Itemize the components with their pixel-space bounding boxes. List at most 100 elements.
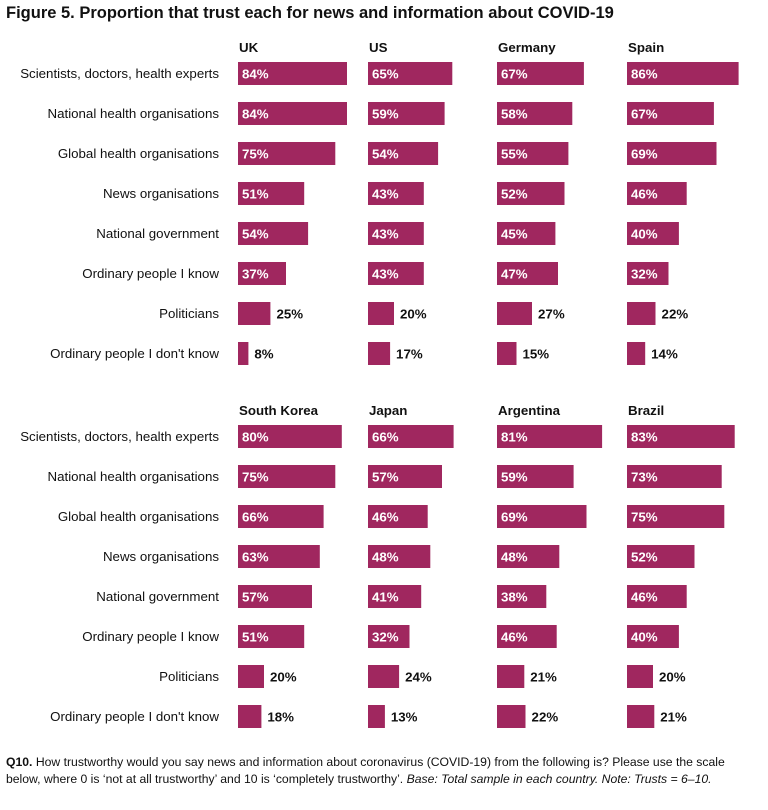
bar — [238, 222, 309, 245]
bar — [368, 665, 400, 688]
bar — [497, 262, 558, 285]
bar — [238, 142, 336, 165]
bar — [368, 505, 428, 528]
data-label: 18% — [267, 709, 294, 724]
data-label: 47% — [501, 266, 528, 281]
bar — [627, 342, 646, 365]
bar — [368, 222, 424, 245]
data-label: 58% — [501, 106, 528, 121]
bar — [238, 62, 347, 85]
data-label: 46% — [631, 589, 658, 604]
bar — [627, 545, 695, 568]
bar — [368, 142, 439, 165]
category-label: Ordinary people I don't know — [50, 346, 219, 361]
data-label: 75% — [242, 146, 269, 161]
data-label: 40% — [631, 226, 658, 241]
data-label: 46% — [631, 186, 658, 201]
bar — [368, 585, 422, 608]
bar — [497, 625, 557, 648]
data-label: 20% — [659, 669, 686, 684]
data-label: 54% — [372, 146, 399, 161]
bar — [497, 585, 547, 608]
category-label: Politicians — [159, 669, 219, 684]
bar — [497, 665, 525, 688]
bar — [368, 705, 385, 728]
data-label: 57% — [372, 469, 399, 484]
bar — [368, 302, 394, 325]
data-label: 27% — [538, 306, 565, 321]
bar — [368, 182, 424, 205]
bar — [497, 425, 603, 448]
data-label: 83% — [631, 429, 658, 444]
data-label: 84% — [242, 66, 269, 81]
bar — [627, 102, 714, 125]
bar — [238, 342, 249, 365]
bar — [497, 102, 573, 125]
data-label: 24% — [405, 669, 432, 684]
bar — [368, 465, 442, 488]
data-label: 51% — [242, 629, 269, 644]
data-label: 75% — [242, 469, 269, 484]
data-label: 81% — [501, 429, 528, 444]
country-header: Japan — [369, 403, 407, 418]
bar — [238, 545, 320, 568]
data-label: 20% — [400, 306, 427, 321]
bar — [627, 625, 679, 648]
data-label: 48% — [372, 549, 399, 564]
data-label: 38% — [501, 589, 528, 604]
bar — [238, 262, 286, 285]
data-label: 43% — [372, 266, 399, 281]
data-label: 86% — [631, 66, 658, 81]
bar — [368, 102, 445, 125]
bar — [497, 62, 584, 85]
data-label: 69% — [631, 146, 658, 161]
data-label: 43% — [372, 186, 399, 201]
data-label: 59% — [501, 469, 528, 484]
bar — [627, 142, 717, 165]
country-header: US — [369, 40, 388, 55]
footnote-label: Q10. — [6, 755, 33, 769]
data-label: 65% — [372, 66, 399, 81]
category-label: National government — [96, 589, 219, 604]
country-header: Argentina — [498, 403, 561, 418]
data-label: 48% — [501, 549, 528, 564]
data-label: 66% — [242, 509, 269, 524]
data-label: 52% — [501, 186, 528, 201]
category-label: National health organisations — [48, 106, 220, 121]
bar — [627, 62, 739, 85]
bar — [238, 182, 305, 205]
data-label: 8% — [254, 346, 273, 361]
bar — [238, 705, 262, 728]
bar — [627, 425, 735, 448]
bar — [627, 262, 669, 285]
data-label: 80% — [242, 429, 269, 444]
data-label: 40% — [631, 629, 658, 644]
trust-bar-chart: Scientists, doctors, health experts Natio… — [20, 40, 739, 728]
data-label: 46% — [501, 629, 528, 644]
data-label: 57% — [242, 589, 269, 604]
bar — [497, 142, 569, 165]
country-header: UK — [239, 40, 259, 55]
data-label: 22% — [532, 709, 559, 724]
data-label: 43% — [372, 226, 399, 241]
country-header: Brazil — [628, 403, 664, 418]
data-label: 75% — [631, 509, 658, 524]
bar — [627, 182, 687, 205]
bar — [627, 222, 679, 245]
data-label: 20% — [270, 669, 297, 684]
data-label: 63% — [242, 549, 269, 564]
category-label: Politicians — [159, 306, 219, 321]
bar — [497, 182, 565, 205]
bar — [368, 545, 431, 568]
category-label: Scientists, doctors, health experts — [20, 429, 219, 444]
data-label: 13% — [391, 709, 418, 724]
data-label: 46% — [372, 509, 399, 524]
data-label: 55% — [501, 146, 528, 161]
data-label: 32% — [631, 266, 658, 281]
bar — [497, 545, 560, 568]
bar — [238, 505, 324, 528]
data-label: 14% — [651, 346, 678, 361]
data-label: 66% — [372, 429, 399, 444]
bar — [238, 665, 264, 688]
data-label: 67% — [501, 66, 528, 81]
